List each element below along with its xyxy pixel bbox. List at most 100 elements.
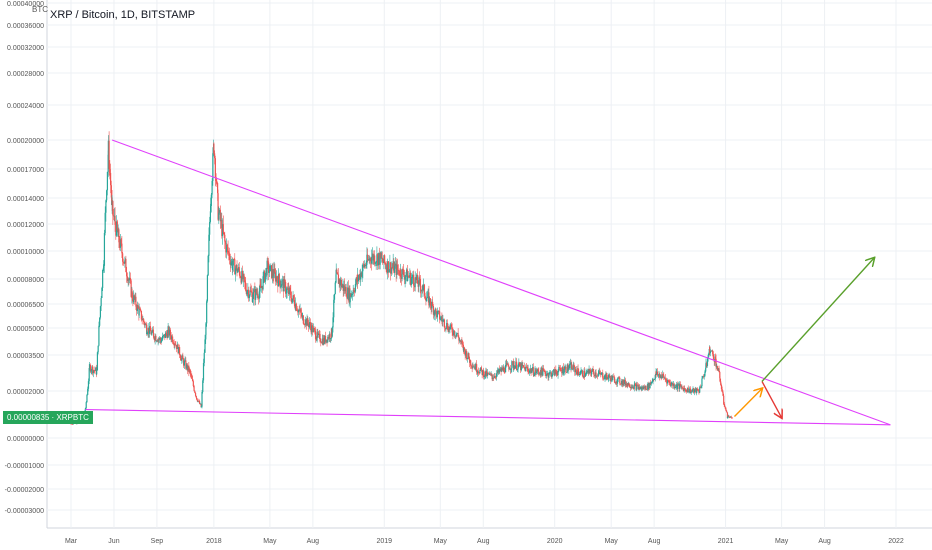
x-tick-label: 2019 — [376, 538, 392, 545]
candle-body — [336, 269, 338, 273]
candle-body — [658, 374, 660, 375]
candle-body — [679, 384, 681, 389]
candle-body — [564, 366, 566, 369]
candle-body — [238, 271, 241, 276]
candle-body — [618, 377, 620, 379]
candle-body — [214, 158, 216, 178]
candle-body — [289, 287, 291, 292]
candle-body — [139, 309, 141, 310]
candle-body — [534, 369, 536, 372]
candle-body — [541, 371, 543, 376]
y-tick-label: 0.00000000 — [7, 436, 44, 443]
candle-body — [397, 269, 399, 271]
candle-body — [305, 319, 307, 326]
arrow-orange — [733, 389, 762, 417]
candle-body — [96, 352, 99, 371]
candle-body — [687, 387, 689, 393]
candle-body — [328, 334, 330, 339]
candle-body — [433, 311, 435, 315]
candle-body — [136, 306, 138, 311]
candle-body — [441, 319, 443, 322]
candle-body — [583, 370, 586, 377]
candle-body — [517, 365, 519, 370]
candle-body — [624, 379, 626, 386]
candle-body — [194, 392, 197, 396]
candle-body — [695, 388, 697, 393]
candle-body — [120, 239, 122, 244]
candle-body — [181, 355, 183, 359]
candle-body — [446, 323, 449, 329]
candle-body — [269, 265, 271, 272]
candle-body — [312, 327, 314, 333]
candle-body — [551, 374, 553, 377]
candle-body — [463, 347, 466, 351]
candle-body — [329, 334, 331, 339]
candle-body — [603, 378, 605, 380]
candle-body — [516, 369, 518, 371]
candle-body — [106, 190, 108, 201]
candle-body — [244, 276, 246, 283]
candle-body — [559, 367, 561, 371]
candle-body — [543, 370, 545, 372]
candle-body — [314, 328, 316, 331]
candle-body — [237, 270, 239, 273]
candle-body — [133, 295, 135, 303]
candle-body — [183, 359, 185, 366]
candle-body — [267, 262, 270, 273]
candle-body — [721, 389, 723, 392]
candle-body — [353, 290, 355, 292]
y-tick-label: 0.00006500 — [7, 302, 44, 309]
candle-body — [466, 357, 468, 359]
candle-body — [710, 350, 712, 352]
candle-body — [647, 383, 650, 390]
candle-body — [375, 261, 377, 263]
candle-body — [335, 269, 337, 275]
candle-body — [579, 373, 581, 375]
candle-body — [507, 363, 509, 367]
candle-body — [414, 277, 416, 288]
candle-body — [303, 323, 305, 325]
candle-body — [202, 362, 205, 381]
candle-body — [427, 292, 429, 294]
candle-body — [480, 367, 482, 371]
candle-body — [307, 323, 310, 327]
candle-body — [259, 284, 261, 287]
candle-body — [170, 335, 172, 340]
candle-body — [146, 324, 148, 334]
candle-body — [338, 279, 340, 284]
candle-body — [449, 326, 451, 330]
x-tick-label: Aug — [307, 538, 320, 545]
candle-body — [520, 364, 522, 371]
candle-body — [235, 264, 237, 269]
candle-body — [221, 219, 223, 237]
candle-body — [340, 279, 342, 286]
candle-body — [444, 327, 446, 329]
candle-body — [401, 268, 403, 279]
candle-body — [526, 366, 528, 369]
candle-body — [149, 326, 151, 332]
candle-body — [696, 388, 699, 391]
candle-body — [366, 254, 368, 265]
candle-body — [160, 340, 162, 343]
candle-body — [282, 279, 284, 292]
candle-body — [198, 400, 201, 404]
candle-body — [404, 276, 406, 280]
candle-body — [489, 373, 491, 375]
candle-body — [426, 297, 428, 302]
x-tick-label: 2021 — [718, 538, 734, 545]
candle-body — [611, 375, 613, 381]
candle-body — [704, 371, 706, 376]
candle-body — [677, 384, 679, 386]
candle-body — [175, 344, 177, 346]
candle-body — [502, 367, 504, 371]
candle-body — [596, 375, 599, 377]
candle-body — [232, 259, 234, 266]
x-tick-label: 2020 — [547, 538, 563, 545]
candle-body — [422, 285, 424, 291]
candle-body — [602, 378, 605, 380]
candle-body — [554, 369, 556, 376]
candle-body — [722, 391, 724, 396]
candle-body — [454, 335, 456, 337]
candle-body — [129, 277, 131, 281]
candle-body — [476, 364, 478, 373]
